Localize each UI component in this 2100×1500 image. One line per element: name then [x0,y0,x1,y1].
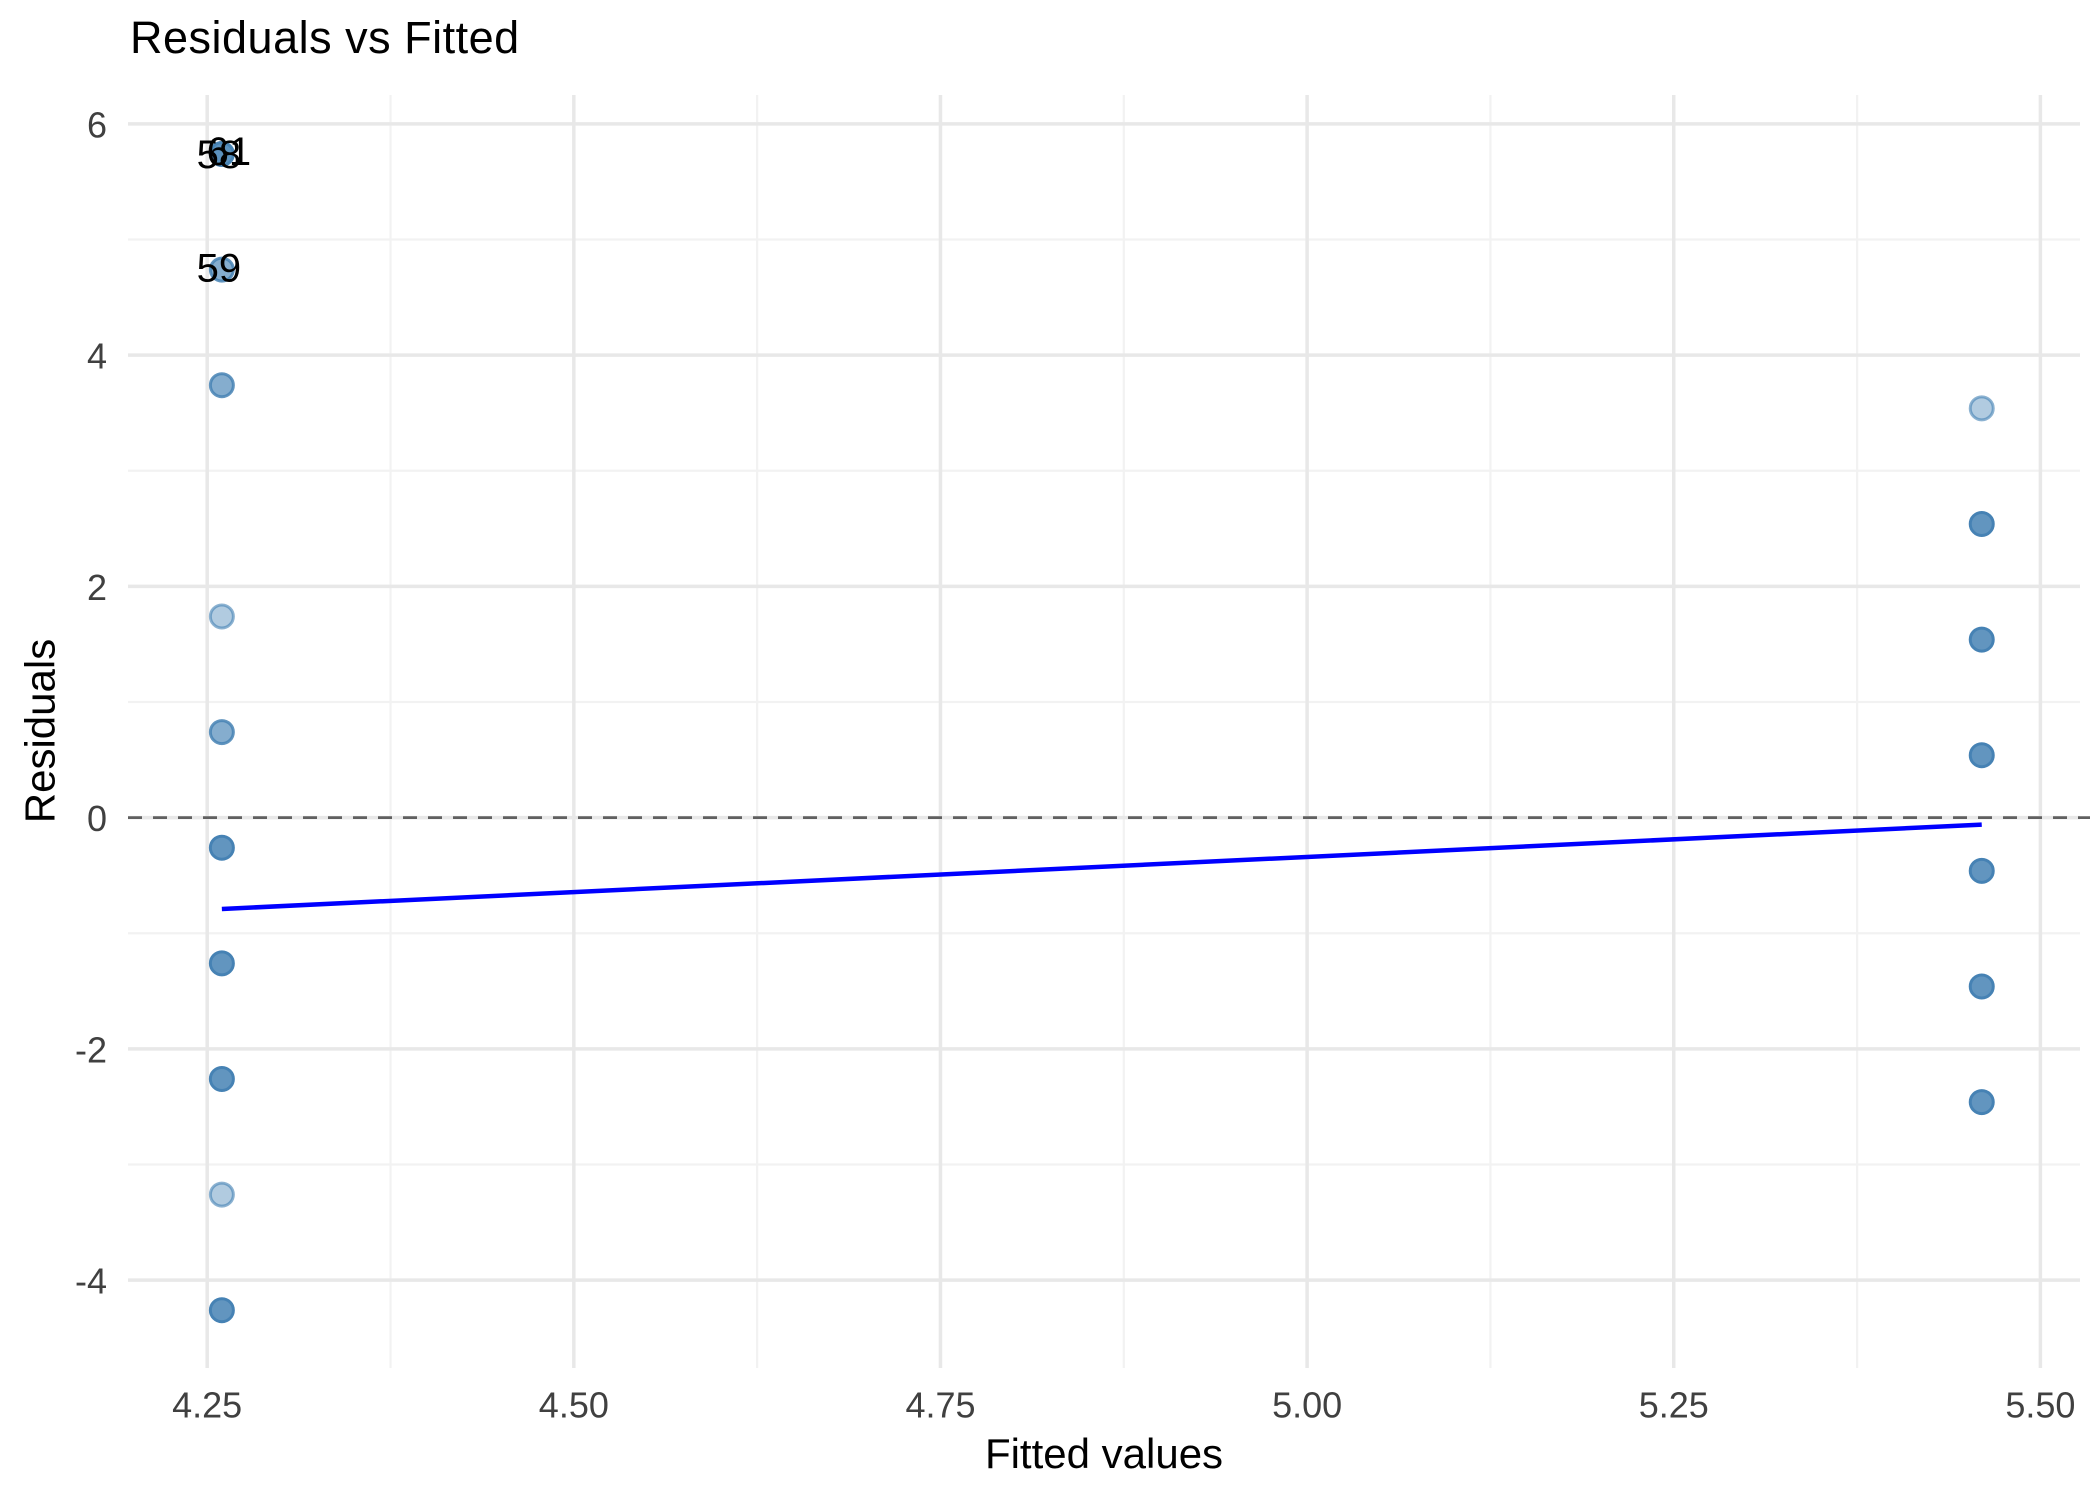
plot-title: Residuals vs Fitted [130,12,520,63]
data-point [1968,1089,1995,1116]
data-point [208,1181,235,1208]
y-tick-label: 2 [87,567,107,608]
x-tick-label: 5.50 [2005,1385,2075,1426]
data-point [1968,857,1995,884]
data-point [1968,973,1995,1000]
x-tick-label: 4.75 [905,1385,975,1426]
x-tick-label: 5.25 [1639,1385,1709,1426]
point-label: 61 [207,130,252,174]
data-point [208,834,235,861]
point-label: 59 [197,247,242,291]
data-point [1968,395,1995,422]
point-label: 58 [197,133,242,177]
data-point [208,256,235,283]
data-point [208,950,235,977]
x-axis-title: Fitted values [984,1430,1224,1477]
x-tick-label: 5.00 [1272,1385,1342,1426]
y-tick-label: -2 [75,1029,107,1070]
data-point [208,719,235,746]
x-tick-label: 4.50 [539,1385,609,1426]
y-tick-label: 6 [87,104,107,145]
data-point [208,1065,235,1092]
y-tick-label: 4 [87,336,107,377]
y-axis-title: Residuals [17,639,64,823]
data-point [1968,626,1995,653]
x-tick-label: 4.25 [172,1385,242,1426]
data-point [208,140,235,167]
y-tick-label: -4 [75,1261,107,1302]
data-point [208,1297,235,1324]
data-point [208,603,235,630]
data-point [1968,742,1995,769]
data-point [1968,510,1995,537]
y-tick-label: 0 [87,798,107,839]
data-point [208,372,235,399]
trend-line [221,822,1982,912]
